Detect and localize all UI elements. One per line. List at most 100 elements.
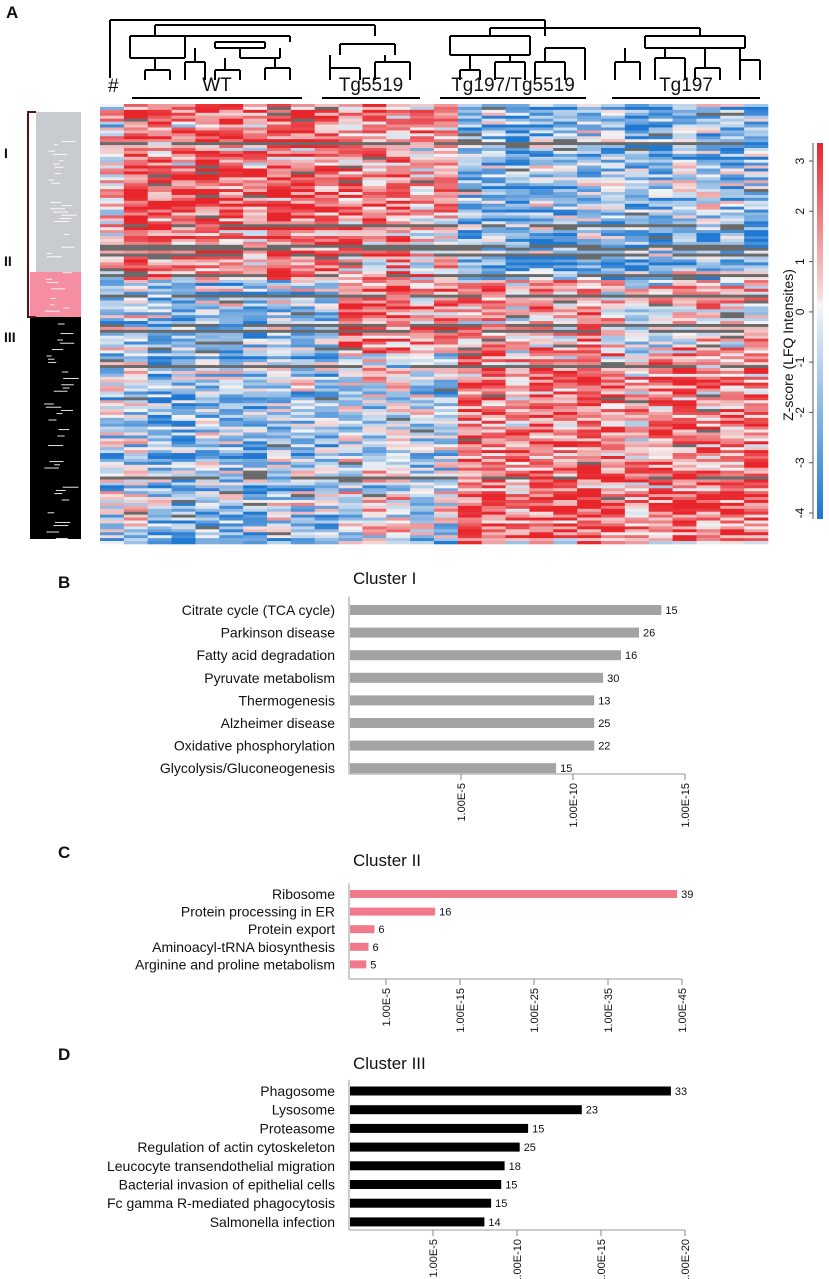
heatmap-cell: [696, 203, 721, 207]
heatmap-cell: [267, 373, 292, 378]
heatmap-cell: [100, 535, 125, 539]
heatmap-cell: [290, 482, 316, 486]
heatmap-cell: [577, 423, 602, 427]
heatmap-cell: [553, 467, 578, 471]
heatmap-cell: [219, 538, 244, 542]
heatmap-cell: [243, 268, 268, 272]
heatmap-cell: [410, 429, 435, 433]
heatmap-cell: [553, 262, 578, 266]
heatmap-cell: [147, 397, 172, 401]
heatmap-cell: [290, 288, 316, 293]
heatmap-cell: [314, 511, 339, 515]
heatmap-cell: [267, 212, 292, 216]
heatmap-cell: [744, 447, 769, 451]
heatmap-cell: [123, 329, 149, 334]
heatmap-cell: [601, 532, 626, 536]
heatmap-cell: [123, 280, 149, 284]
heatmap-cell: [171, 238, 196, 243]
heatmap-cell: [195, 420, 220, 425]
heatmap-cell: [195, 171, 220, 175]
heatmap-cell: [696, 309, 721, 313]
heatmap-cell: [529, 500, 554, 504]
heatmap-cell: [624, 174, 650, 178]
heatmap-cell: [601, 127, 626, 131]
heatmap-cell: [100, 356, 125, 360]
heatmap-cell: [505, 153, 530, 158]
heatmap-cell: [267, 376, 292, 381]
heatmap-cell: [243, 312, 268, 316]
heatmap-cell: [219, 476, 244, 480]
heatmap-cell: [457, 303, 483, 307]
heatmap-cell: [505, 145, 530, 149]
heatmap-cell: [672, 329, 697, 334]
heatmap-cell: [195, 136, 220, 140]
heatmap-cell: [529, 450, 554, 454]
heatmap-cell: [481, 423, 506, 427]
heatmap-cell: [529, 209, 554, 213]
heatmap-cell: [410, 397, 435, 401]
heatmap-cell: [553, 271, 578, 275]
heatmap-cell: [481, 497, 506, 501]
heatmap-cell: [505, 447, 530, 451]
heatmap-cell: [744, 473, 769, 477]
heatmap-cell: [505, 194, 530, 199]
heatmap-cell: [314, 491, 339, 495]
heatmap-cell: [338, 247, 363, 251]
heatmap-cell: [147, 186, 172, 190]
heatmap-cell: [505, 470, 530, 474]
heatmap-cell: [672, 502, 697, 507]
heatmap-cell: [195, 156, 220, 161]
heatmap-cell: [386, 165, 411, 169]
x-tick-label: 1.00E-35: [603, 988, 615, 1033]
heatmap-cell: [434, 417, 459, 422]
heatmap-cell: [648, 288, 673, 293]
heatmap-cell: [290, 332, 316, 337]
heatmap-cell: [171, 438, 196, 442]
heatmap-cell: [386, 344, 411, 348]
heatmap-cell: [362, 370, 387, 375]
heatmap-cell: [410, 227, 435, 231]
heatmap-cell: [529, 236, 554, 240]
heatmap-cell: [219, 206, 244, 210]
heatmap-cell: [577, 268, 602, 272]
heatmap-cell: [672, 233, 697, 237]
heatmap-cell: [243, 400, 268, 404]
heatmap-cell: [481, 485, 506, 489]
heatmap-cell: [195, 450, 220, 454]
colorbar-title: Z-score (LFQ Intensites): [780, 269, 796, 421]
heatmap-cell: [171, 142, 196, 146]
heatmap-cell: [577, 247, 602, 251]
heatmap-cell: [243, 233, 268, 237]
heatmap-cell: [386, 221, 411, 225]
heatmap-cell: [243, 394, 268, 398]
heatmap-cell: [219, 432, 244, 436]
heatmap-cell: [362, 197, 387, 202]
heatmap-cell: [410, 215, 435, 219]
heatmap-cell: [219, 326, 244, 331]
heatmap-cell: [481, 121, 506, 125]
heatmap-cell: [481, 400, 506, 404]
heatmap-cell: [267, 403, 292, 407]
heatmap-cell: [362, 414, 387, 419]
heatmap-cell: [672, 253, 697, 257]
heatmap-cell: [720, 473, 745, 477]
heatmap-cell: [696, 344, 721, 348]
heatmap-cell: [601, 368, 626, 372]
heatmap-cell: [338, 130, 363, 134]
heatmap-cell: [171, 194, 196, 199]
heatmap-cell: [457, 209, 483, 213]
heatmap-cell: [577, 409, 602, 413]
heatmap-cell: [362, 156, 387, 161]
heatmap-cell: [243, 194, 268, 199]
heatmap-cell: [529, 180, 554, 184]
heatmap-cell: [123, 523, 149, 527]
heatmap-cell: [314, 156, 339, 161]
heatmap-cell: [362, 162, 387, 166]
heatmap-cell: [601, 115, 626, 119]
heatmap-cell: [553, 265, 578, 269]
heatmap-cell: [290, 359, 316, 363]
heatmap-cell: [744, 224, 769, 228]
heatmap-cell: [314, 368, 339, 372]
heatmap-cell: [553, 444, 578, 448]
heatmap-cell: [434, 520, 459, 524]
